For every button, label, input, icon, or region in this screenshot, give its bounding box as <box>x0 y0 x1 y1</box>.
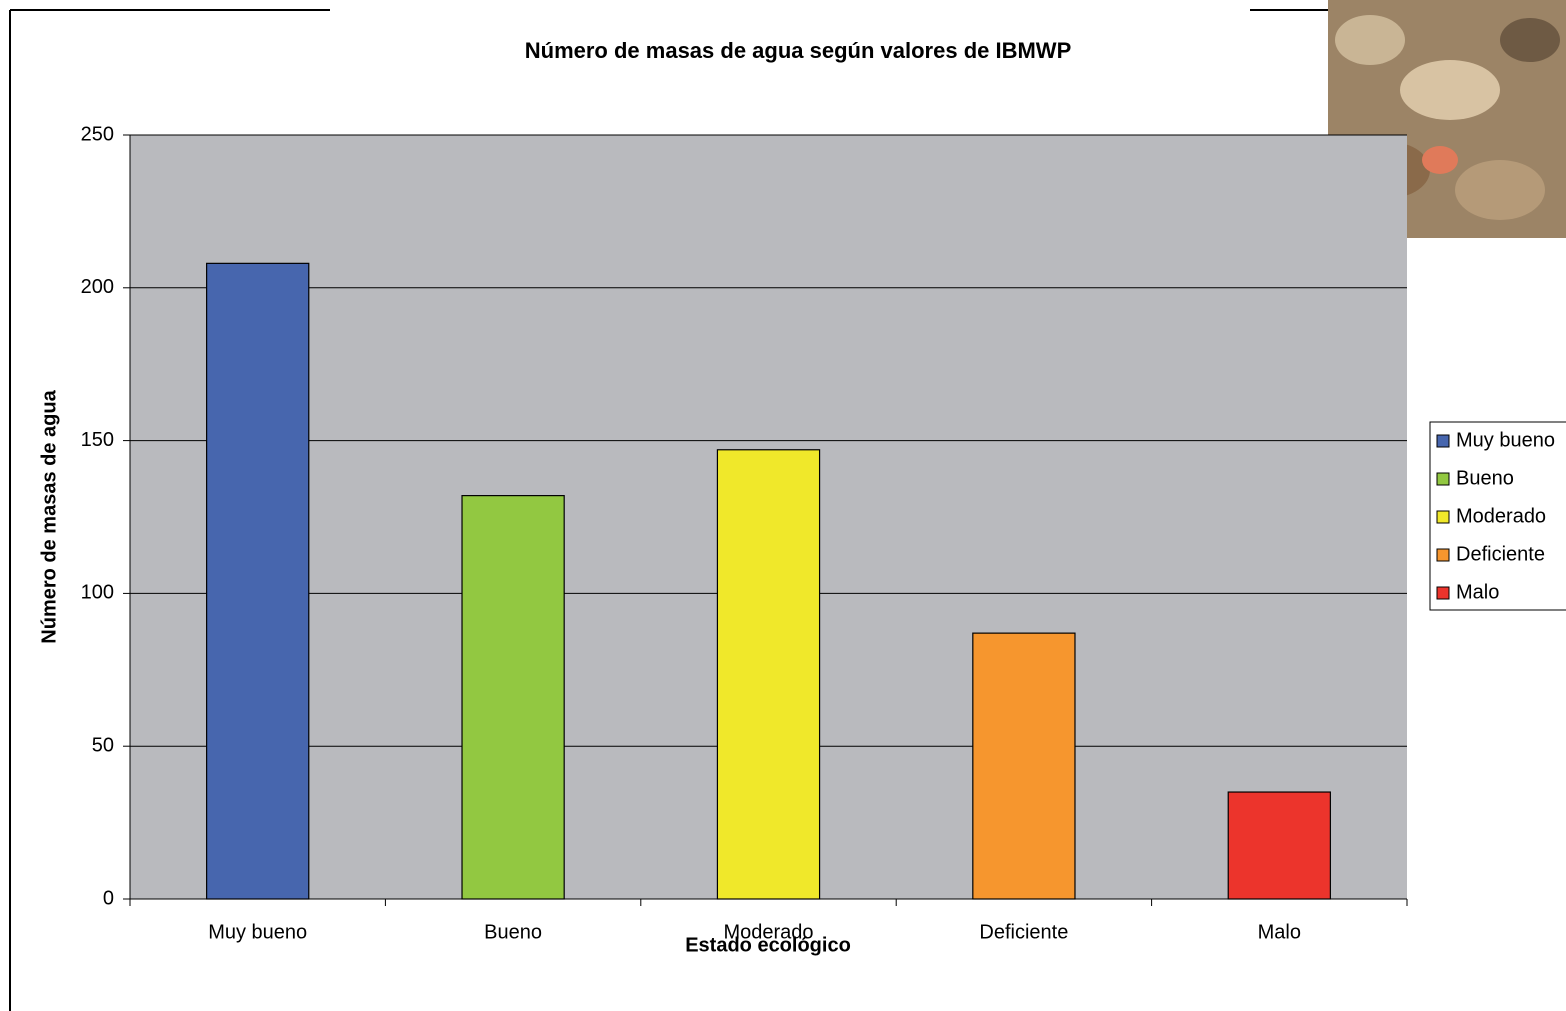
bar <box>1227 791 1331 900</box>
legend-swatch <box>1436 434 1450 448</box>
legend-label: Deficiente <box>1456 543 1545 565</box>
photo <box>1328 0 1566 238</box>
y-tick-label: 200 <box>81 276 114 298</box>
legend-label: Malo <box>1456 581 1499 603</box>
legend-swatch <box>1436 548 1450 562</box>
x-tick-label: Deficiente <box>979 921 1068 943</box>
bar <box>716 449 821 900</box>
y-tick-label: 100 <box>81 582 114 604</box>
bar <box>206 262 310 900</box>
legend-label: Bueno <box>1456 467 1514 489</box>
legend-swatch <box>1436 586 1450 600</box>
bar <box>461 495 565 900</box>
x-axis-label: Estado ecológico <box>685 934 851 956</box>
y-tick-label: 250 <box>81 123 114 145</box>
x-tick-label: Bueno <box>484 921 542 943</box>
y-axis-label: Número de masas de agua <box>38 389 60 643</box>
y-tick-label: 50 <box>92 734 114 756</box>
legend-swatch <box>1436 472 1450 486</box>
legend-swatch <box>1436 510 1450 524</box>
y-tick-label: 150 <box>81 429 114 451</box>
x-tick-label: Malo <box>1258 921 1301 943</box>
legend <box>1429 421 1566 611</box>
chart-title: Número de masas de agua según valores de… <box>525 38 1072 63</box>
x-tick-label: Moderado <box>723 921 813 943</box>
x-tick-label: Muy bueno <box>208 921 307 943</box>
legend-label: Muy bueno <box>1456 429 1555 451</box>
legend-label: Moderado <box>1456 505 1546 527</box>
y-tick-label: 0 <box>103 887 114 909</box>
bar <box>972 632 1076 900</box>
